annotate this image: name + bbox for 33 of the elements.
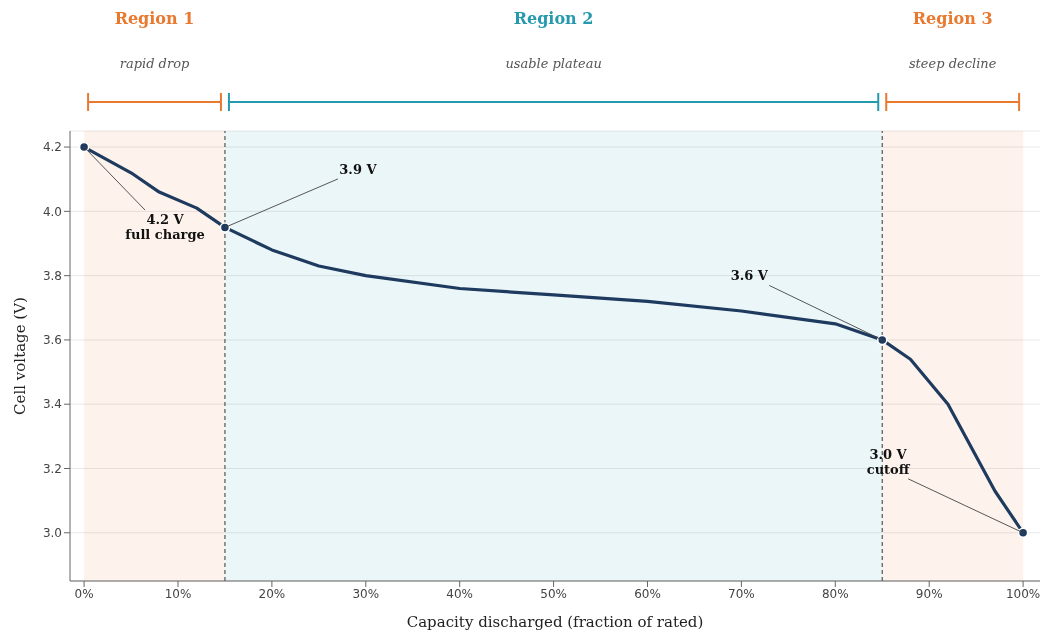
y-tick-label: 3.6 <box>42 333 62 348</box>
x-tick-label: 40% <box>446 586 474 601</box>
x-tick-label: 80% <box>821 586 849 601</box>
x-tick-label: 100% <box>1005 586 1041 601</box>
point <box>876 334 888 346</box>
band-label: Region 3 <box>912 9 993 28</box>
x-tick-label: 0% <box>74 586 94 601</box>
x-tick-label: 60% <box>634 586 661 601</box>
annotation: 3.6 V <box>730 268 769 284</box>
annotation: 3.0 V cutoff <box>866 446 911 477</box>
y-tick-label: 3.2 <box>42 461 62 476</box>
text: steep decline <box>908 56 997 71</box>
point <box>78 141 90 153</box>
x-tick-label: 90% <box>915 586 943 601</box>
point <box>1017 527 1029 539</box>
x-tick-label: 20% <box>258 586 286 601</box>
text: usable plateau <box>505 56 602 71</box>
annotation: 4.2 V full charge <box>125 212 205 243</box>
x-tick-label: 50% <box>540 586 567 601</box>
y-tick-label: 3.8 <box>42 268 62 283</box>
band-label: Region 1 <box>114 9 195 28</box>
text: rapid drop <box>119 56 190 71</box>
annotation: 3.9 V <box>339 161 378 177</box>
y-tick-label: 3.0 <box>42 526 62 541</box>
y-tick-label: 3.4 <box>42 397 62 412</box>
x-tick-label: 70% <box>728 586 755 601</box>
band-label: Region 2 <box>513 9 594 28</box>
y-tick-label: 4.0 <box>42 204 62 219</box>
x-tick-label: 10% <box>164 586 192 601</box>
x-axis-title: Capacity discharged (fraction of rated) <box>406 613 704 631</box>
y-tick-label: 4.2 <box>42 140 62 155</box>
y-axis-title: Cell voltage (V) <box>11 297 30 415</box>
x-tick-label: 30% <box>352 586 380 601</box>
